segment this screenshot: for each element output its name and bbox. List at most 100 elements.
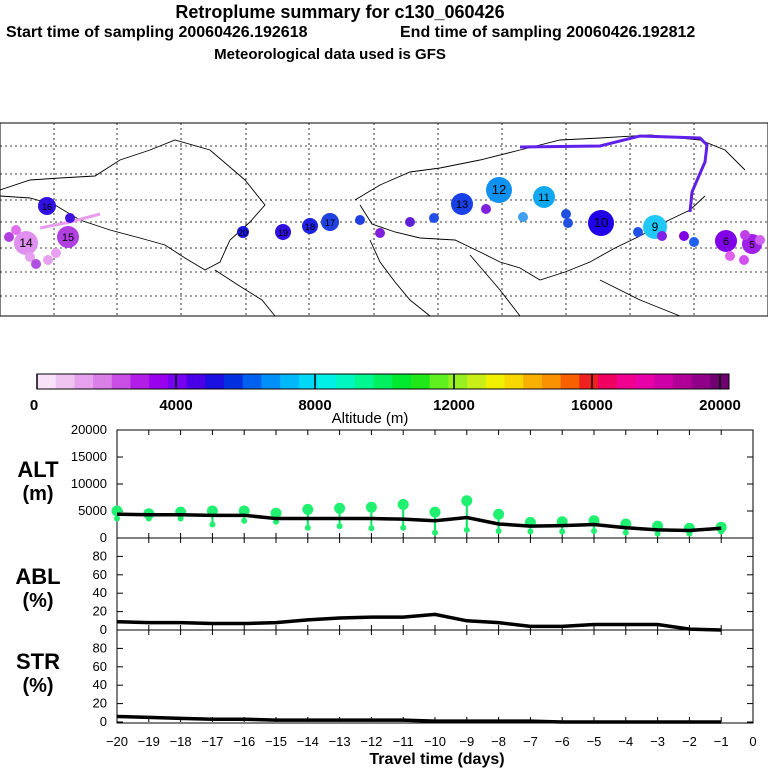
plume-markers-small: [4, 204, 765, 269]
plume-marker-label: 6: [723, 236, 729, 248]
x-tick-label: −20: [106, 734, 128, 749]
x-tick-label: −17: [201, 734, 223, 749]
alt-lower-point: [527, 528, 534, 535]
alt-lower-point: [559, 528, 566, 535]
colorbar-cell: [672, 374, 693, 389]
colorbar-cell: [523, 374, 543, 389]
colorbar-cell: [354, 374, 375, 389]
alt-upper-point: [270, 507, 282, 519]
plume-marker-label: 10: [594, 215, 608, 230]
x-tick-label: −19: [138, 734, 160, 749]
colorbar-cell: [186, 374, 206, 389]
str-label: STR: [16, 649, 60, 674]
x-tick-label: −1: [714, 734, 729, 749]
plume-marker: [237, 226, 249, 238]
x-tick-label: −16: [233, 734, 255, 749]
colorbar-cell: [411, 374, 431, 389]
plume-marker: [302, 218, 318, 234]
plume-marker-label: 20: [238, 228, 248, 238]
x-tick-label: −10: [424, 734, 446, 749]
str-tick-label: 60: [93, 659, 107, 674]
alt-upper-point: [238, 505, 250, 517]
plume-marker-label: 9: [652, 220, 659, 234]
colorbar-cell: [261, 374, 281, 389]
x-tick-label: −7: [523, 734, 538, 749]
met-data-note: Meteorological data used is GFS: [214, 46, 446, 63]
colorbar-cell: [336, 374, 356, 389]
x-tick-label: −11: [393, 734, 414, 749]
plume-marker: [14, 231, 38, 255]
trajectory-pacific: [39, 212, 101, 230]
alt-lower-point: [622, 529, 629, 536]
alt-upper-point: [429, 506, 441, 518]
plume-marker-minor: [481, 204, 491, 214]
plume-marker-minor: [31, 259, 41, 269]
abl-tick-label: 40: [93, 585, 107, 600]
colorbar-cell: [392, 374, 412, 389]
colorbar-cell: [598, 374, 618, 389]
alt-lower-point: [177, 515, 184, 522]
plume-marker-minor: [725, 251, 735, 261]
alt-upper-point: [143, 508, 155, 520]
colorbar-cell: [429, 374, 449, 389]
plume-marker-label: 19: [278, 228, 288, 238]
colorbar-cell: [93, 374, 113, 389]
colorbar-cell: [242, 374, 262, 389]
alt-lower-point: [463, 526, 470, 533]
plume-marker-label: 5: [749, 240, 755, 251]
colorbar-cell: [560, 374, 580, 389]
colorbar-cell: [467, 374, 487, 389]
colorbar-cell: [130, 374, 150, 389]
colorbar-tick-label: 12000: [433, 397, 475, 414]
abl-label: ABL: [15, 564, 60, 589]
plume-marker: [275, 224, 291, 240]
coastlines: [0, 134, 746, 317]
plume-marker-minor: [405, 217, 415, 227]
colorbar-cell: [111, 374, 132, 389]
plume-marker: [643, 215, 667, 239]
alt-lower-point: [114, 515, 120, 522]
alt-upper-point: [334, 502, 346, 514]
colorbar-tick-label: 4000: [159, 397, 192, 414]
colorbar-tick-label: 0: [30, 397, 38, 414]
alt-lower-point: [209, 521, 216, 528]
abl-tick-label: 60: [93, 567, 107, 582]
end-time: End time of sampling 20060426.192812: [400, 24, 696, 41]
plume-marker-label: 18: [305, 222, 315, 232]
alt-lower-point: [241, 517, 248, 524]
plume-marker: [533, 186, 555, 208]
alt-upper-point: [556, 516, 568, 528]
alt-upper-point: [365, 501, 377, 513]
map-frame: [0, 122, 768, 317]
alt-lower-point: [718, 528, 725, 535]
colorbar-cell: [205, 374, 225, 389]
colorbar-label: Altitude (m): [332, 410, 409, 427]
plume-marker-minor: [755, 235, 765, 245]
plume-marker-minor: [679, 231, 689, 241]
alt-upper-point: [111, 505, 123, 517]
alt-tick-label: 5000: [78, 503, 107, 518]
alt-upper-point: [715, 521, 727, 533]
plume-marker-minor: [740, 230, 750, 240]
plume-marker: [57, 226, 79, 248]
plume-marker-minor: [739, 255, 749, 265]
plume-marker-minor: [429, 213, 439, 223]
alt-tick-label: 15000: [71, 449, 107, 464]
x-tick-label: −12: [360, 734, 382, 749]
chart-title: Retroplume summary for c130_060426: [175, 2, 505, 22]
colorbar-cell: [74, 374, 94, 389]
plume-marker-minor: [633, 227, 643, 237]
alt-lower-point: [495, 527, 502, 534]
plume-marker: [588, 210, 614, 236]
x-tick-label: −18: [170, 734, 192, 749]
alt-lower-point: [368, 525, 375, 532]
plume-marker: [715, 230, 737, 252]
colorbar-tick-label: 20000: [699, 397, 741, 414]
colorbar-cell: [635, 374, 655, 389]
plume-marker-label: 16: [42, 202, 52, 212]
alt-lower-point: [654, 530, 661, 537]
colorbar-cell: [654, 374, 674, 389]
plume-marker-minor: [518, 212, 528, 222]
